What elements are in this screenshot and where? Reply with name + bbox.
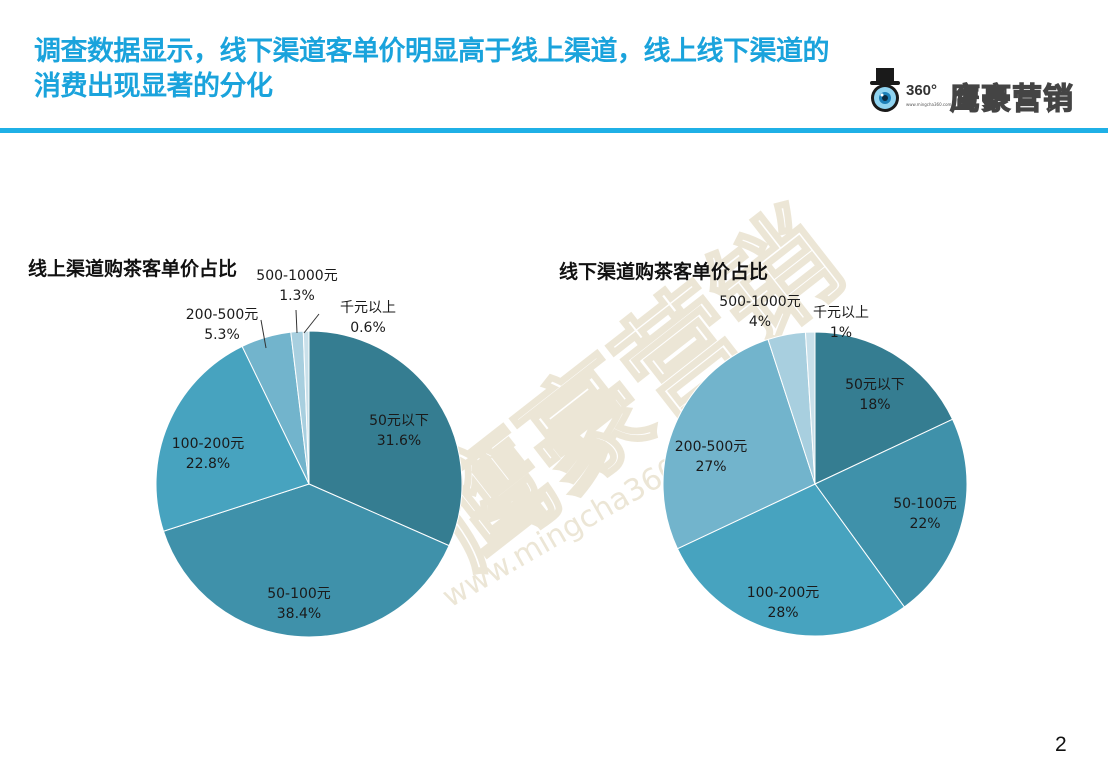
pie-slice [804,331,816,485]
slice-label: 200-500元 27% [674,439,748,475]
slice-label: 50-100元 22% [893,496,957,532]
page-title: 调查数据显示，线下渠道客单价明显高于线上渠道，线上线下渠道的消费出现显著的分化 [34,36,830,102]
pie-slices-online [155,330,463,638]
header-divider [0,128,1108,133]
chart-title-offline: 线下渠道购茶客单价占比 [559,261,769,283]
pie-slice [155,345,310,532]
slice-label: 500-1000元 1.3% [256,268,338,304]
slice-label: 500-1000元 4% [719,294,801,330]
slice-label: 千元以上 1% [813,305,869,341]
pie-slice [814,418,968,608]
slice-label: 50元以下 31.6% [369,413,429,449]
logo-mark: 360° [906,82,938,99]
slice-label: 200-500元 5.3% [185,307,259,343]
leader-line [260,319,267,349]
slice-label: 50-100元 38.4% [267,586,331,622]
page-number: 2 [1055,733,1067,756]
eye-hat-icon [870,68,900,112]
slice-label: 50元以下 18% [845,377,905,413]
pie-slice [676,483,906,637]
pie-slice [814,331,954,485]
logo-brand: 鹰豪营销 [949,81,1074,117]
leader-line [295,309,298,334]
slice-label: 千元以上 0.6% [340,300,396,336]
pie-slice [162,483,450,638]
logo-url: www.mingcha360.com [906,102,952,107]
pie-slices-offline [662,331,968,637]
slice-label: 100-200元 28% [746,585,820,621]
slice-label: 100-200元 22.8% [171,436,245,472]
leader-line [303,313,320,334]
pie-slice [662,338,816,550]
logo: 360° www.mingcha360.com 鹰豪营销 [866,66,1098,118]
chart-title-online: 线上渠道购茶客单价占比 [28,258,238,280]
pie-slice [308,330,463,547]
